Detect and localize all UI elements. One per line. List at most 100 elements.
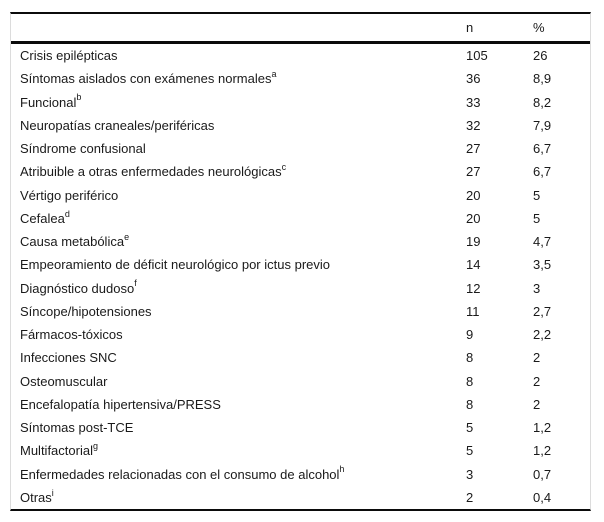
row-n-value: 32 [466, 117, 481, 133]
row-label-text: Atribuible a otras enfermedades neurológ… [20, 164, 282, 180]
table-row: Infecciones SNC 8 2 [11, 346, 590, 369]
row-label: Cefalead [11, 208, 466, 226]
table-row: Encefalopatía hipertensiva/PRESS 8 2 [11, 393, 590, 416]
row-percent-value: 5 [533, 210, 541, 226]
row-footnote-marker: b [76, 92, 82, 103]
header-cell-percent: % [533, 20, 545, 35]
row-label-text: Otras [20, 489, 52, 505]
row-percent-value: 1,2 [533, 443, 552, 459]
row-n-value: 19 [466, 234, 481, 250]
row-n-value: 27 [466, 141, 481, 157]
row-n-value: 105 [466, 48, 488, 64]
table-row: Síncope/hipotensiones 11 2,7 [11, 300, 590, 323]
row-percent-value: 0,7 [533, 466, 552, 482]
row-label: Empeoramiento de déficit neurológico por… [11, 258, 466, 271]
table-row: Síndrome confusional 27 6,7 [11, 137, 590, 160]
row-label-text: Vértigo periférico [20, 187, 119, 203]
table-row: Causa metabólicae 19 4,7 [11, 230, 590, 253]
row-percent-value: 2 [533, 396, 541, 412]
row-label-text: Fármacos-tóxicos [20, 327, 123, 343]
table-row: Funcionalb 33 8,2 [11, 91, 590, 114]
row-n-value: 2 [466, 489, 474, 505]
row-n-value: 8 [466, 373, 474, 389]
table-row: Osteomuscular 8 2 [11, 370, 590, 393]
row-label: Síndrome confusional [11, 142, 466, 155]
row-n-value: 36 [466, 71, 481, 87]
table-row: Fármacos-tóxicos 9 2,2 [11, 323, 590, 346]
row-n-value: 20 [466, 187, 481, 203]
row-percent-value: 8,2 [533, 94, 552, 110]
row-percent-value: 1,2 [533, 420, 552, 436]
row-percent-value: 2,2 [533, 327, 552, 343]
row-percent-value: 3 [533, 280, 541, 296]
row-percent-value: 26 [533, 48, 548, 64]
row-label-text: Cefalea [20, 210, 65, 226]
row-percent-value: 5 [533, 187, 541, 203]
table-row: Neuropatías craneales/periféricas 32 7,9 [11, 114, 590, 137]
row-n-value: 11 [466, 303, 480, 319]
row-footnote-marker: d [64, 208, 70, 219]
row-label: Encefalopatía hipertensiva/PRESS [11, 398, 466, 411]
row-n-value: 20 [466, 210, 481, 226]
row-label-text: Diagnóstico dudoso [20, 280, 135, 296]
table-row: Crisis epilépticas 105 26 [11, 44, 590, 67]
table-row: Empeoramiento de déficit neurológico por… [11, 253, 590, 276]
row-n-value: 14 [466, 257, 481, 273]
row-n-value: 3 [466, 466, 474, 482]
row-label-text: Osteomuscular [20, 373, 108, 389]
row-percent-value: 7,9 [533, 117, 552, 133]
row-label: Funcionalb [11, 93, 466, 110]
table-row: Síntomas post-TCE 5 1,2 [11, 416, 590, 439]
row-label: Enfermedades relacionadas con el consumo… [11, 465, 466, 482]
row-label-text: Funcional [20, 94, 77, 110]
row-percent-value: 0,4 [533, 489, 552, 505]
row-label: Crisis epilépticas [11, 49, 466, 62]
row-label-text: Encefalopatía hipertensiva/PRESS [20, 396, 221, 412]
header-cell-n: n [466, 20, 474, 35]
table-row: Síntomas aislados con exámenes normalesa… [11, 67, 590, 90]
row-label-text: Enfermedades relacionadas con el consumo… [20, 466, 340, 482]
row-label-text: Crisis epilépticas [20, 48, 118, 64]
table-header-row: n % [11, 14, 590, 44]
row-percent-value: 6,7 [533, 141, 552, 157]
row-label-text: Causa metabólica [20, 234, 125, 250]
row-footnote-marker: f [134, 278, 137, 289]
row-label-text: Multifactorial [20, 443, 93, 459]
diagnosis-table: n % Crisis epilépticas 105 26 Síntomas a… [10, 12, 591, 511]
row-label: Vértigo periférico [11, 189, 466, 202]
row-n-value: 5 [466, 420, 474, 436]
row-label-text: Síncope/hipotensiones [20, 303, 152, 319]
row-label-text: Síntomas post-TCE [20, 420, 134, 436]
row-footnote-marker: a [271, 69, 277, 80]
row-percent-value: 3,5 [533, 257, 552, 273]
row-percent-value: 6,7 [533, 164, 552, 180]
row-label: Síntomas aislados con exámenes normalesa [11, 69, 466, 87]
table-body: Crisis epilépticas 105 26 Síntomas aisla… [11, 44, 590, 509]
row-label: Síntomas post-TCE [11, 421, 466, 434]
row-n-value: 27 [466, 164, 481, 180]
table-row: Diagnóstico dudosof 12 3 [11, 277, 590, 300]
row-label: Infecciones SNC [11, 351, 466, 364]
row-percent-value: 2 [533, 350, 541, 366]
row-footnote-marker: c [281, 162, 287, 173]
row-n-value: 5 [466, 443, 474, 459]
row-label: Causa metabólicae [11, 231, 466, 250]
row-n-value: 33 [466, 94, 481, 110]
row-footnote-marker: g [92, 441, 98, 452]
table-row: Atribuible a otras enfermedades neurológ… [11, 160, 590, 183]
row-n-value: 9 [466, 327, 474, 343]
row-label-text: Síntomas aislados con exámenes normales [20, 71, 272, 87]
row-label: Otrasi [11, 488, 466, 505]
row-percent-value: 2,7 [533, 303, 552, 319]
row-footnote-marker: h [339, 464, 345, 475]
table-row: Otrasi 2 0,4 [11, 486, 590, 509]
row-percent-value: 4,7 [533, 234, 552, 250]
table-row: Enfermedades relacionadas con el consumo… [11, 463, 590, 486]
row-label: Multifactorialg [11, 441, 466, 459]
row-n-value: 12 [466, 280, 481, 296]
row-label: Neuropatías craneales/periféricas [11, 119, 466, 132]
table-row: Vértigo periférico 20 5 [11, 184, 590, 207]
row-label: Diagnóstico dudosof [11, 279, 466, 296]
row-footnote-marker: e [124, 231, 130, 242]
